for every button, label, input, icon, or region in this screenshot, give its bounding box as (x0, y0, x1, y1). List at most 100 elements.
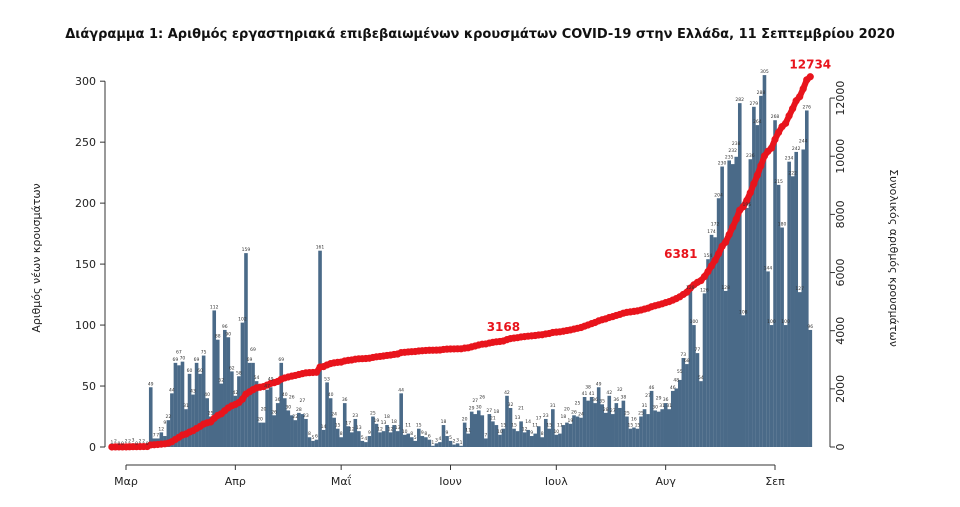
bar-value-label: 128 (686, 285, 695, 291)
bar-value-label: 13 (381, 420, 387, 426)
bar (653, 410, 657, 447)
bar (762, 75, 767, 447)
bar (364, 442, 368, 447)
bar (713, 237, 717, 447)
bar (434, 443, 439, 447)
bar-value-label: 0 (146, 441, 149, 447)
bar-value-label: 15 (501, 423, 507, 429)
bar (476, 410, 481, 447)
bar-value-label: 26 (571, 409, 577, 415)
bar-value-label: 70 (180, 356, 186, 362)
bar (148, 387, 153, 447)
bar (692, 325, 696, 447)
bar (611, 414, 615, 447)
bar (484, 438, 488, 447)
bar-value-label: 40 (204, 392, 210, 398)
bar-value-label: 28 (296, 407, 302, 413)
bar-value-label: 9 (421, 430, 424, 436)
bar-value-label: 12 (377, 426, 383, 432)
bar (723, 290, 728, 447)
bar-value-label: 27 (472, 398, 478, 404)
bar (776, 184, 781, 447)
bar (353, 418, 358, 447)
bar (519, 421, 523, 447)
bar (720, 166, 724, 447)
bar-value-label: 96 (222, 324, 228, 330)
bar-value-label: 77 (695, 347, 701, 353)
bar (244, 253, 248, 447)
bar (603, 412, 608, 447)
y2-tick-label: 4000 (834, 317, 847, 345)
bar-value-label: 46 (649, 385, 655, 391)
bar-value-label: 11 (405, 423, 411, 429)
bar (378, 432, 382, 447)
cumulative-point (750, 180, 758, 188)
bar (427, 439, 432, 447)
cumulative-point (743, 196, 751, 204)
cumulative-point (767, 144, 776, 152)
bar (318, 250, 322, 447)
bar-value-label: 68 (684, 358, 690, 364)
bar (431, 445, 435, 447)
bar (635, 428, 640, 447)
bar-value-label: 196 (742, 202, 751, 208)
bar-value-label: 180 (778, 222, 787, 228)
bar (706, 259, 710, 447)
bar (335, 428, 340, 447)
bar (275, 403, 280, 447)
cumulative-point (700, 272, 709, 281)
y2-tick-label: 6000 (834, 259, 847, 287)
bar-value-label: 15 (628, 423, 634, 429)
bar (402, 434, 407, 447)
bar (667, 409, 672, 447)
annotation-label: 6381 (664, 247, 697, 261)
bar (522, 432, 527, 447)
bar (808, 329, 813, 447)
bar-value-label: 8 (541, 431, 544, 437)
bar (551, 409, 555, 447)
bar (752, 106, 756, 448)
bar-value-label: 4 (364, 436, 367, 442)
y-tick-label: 300 (75, 75, 96, 88)
bar-value-label: 204 (714, 192, 723, 198)
bar-value-label: 15 (546, 423, 552, 429)
bar-value-label: 69 (194, 357, 200, 363)
bar (702, 293, 707, 447)
bar (790, 176, 795, 447)
bar (734, 156, 739, 447)
bar (395, 431, 400, 447)
bar (642, 409, 647, 447)
bar-value-label: 75 (201, 350, 207, 356)
bar-value-label: 154 (704, 253, 713, 259)
bar-value-label: 20 (257, 417, 263, 423)
bar (536, 426, 541, 447)
bar (177, 365, 181, 447)
bar (424, 437, 428, 447)
bar-value-label: 0 (135, 441, 138, 447)
y2-axis-label: Συνολικός αριθμός κρουσμάτων (887, 169, 900, 347)
bar-value-label: 36 (342, 397, 348, 403)
bar-value-label: 69 (278, 357, 284, 363)
bar (166, 420, 171, 447)
bar-value-label: 3 (456, 437, 459, 443)
bar (349, 432, 354, 447)
y-tick-label: 50 (82, 380, 96, 393)
bar (716, 198, 721, 447)
bar-value-label: 7 (153, 432, 156, 438)
bar-value-label: 161 (316, 245, 325, 251)
bar (628, 428, 633, 447)
y-tick-label: 150 (75, 258, 96, 271)
bar (656, 411, 661, 447)
bar-value-label: 36 (613, 397, 619, 403)
bar-value-label: 244 (799, 138, 808, 144)
cumulative-point (796, 93, 804, 101)
cumulative-point (732, 215, 740, 223)
bar (660, 409, 664, 447)
y-tick-label: 0 (89, 441, 96, 454)
bar-value-label: 26 (271, 409, 277, 415)
bar (759, 95, 763, 447)
bar (191, 394, 195, 447)
cumulative-point (238, 395, 246, 403)
bar (300, 414, 305, 447)
bar-value-label: 234 (785, 156, 794, 162)
